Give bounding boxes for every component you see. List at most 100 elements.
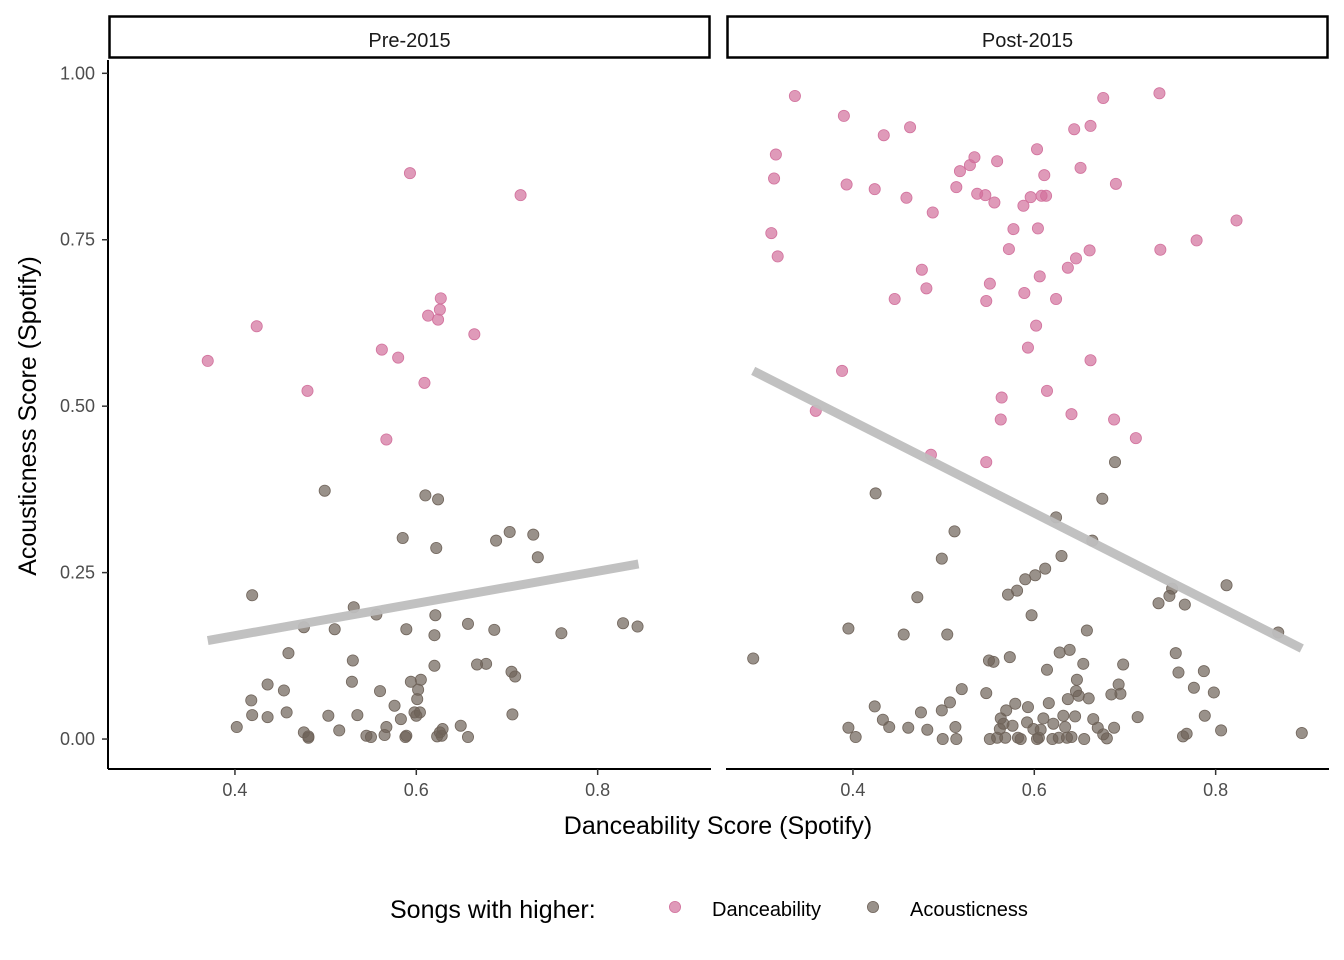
data-point-acousticness [980, 687, 993, 700]
data-point-danceability [888, 292, 901, 305]
x-tick-label: 0.8 [1203, 780, 1228, 800]
y-tick-label: 0.00 [60, 729, 95, 749]
data-point-acousticness [1172, 666, 1185, 679]
trend-line [206, 559, 640, 645]
data-point-danceability [1031, 222, 1044, 235]
data-point-acousticness [1025, 609, 1038, 622]
data-point-acousticness [346, 654, 359, 667]
data-point-acousticness [1080, 624, 1093, 637]
data-point-acousticness [1100, 732, 1113, 745]
x-tick-label: 0.6 [1022, 780, 1047, 800]
data-point-acousticness [1059, 721, 1072, 734]
data-point-acousticness [1082, 692, 1095, 705]
facet-strip [726, 15, 1329, 59]
data-point-danceability [988, 196, 1001, 209]
data-point-acousticness [1019, 573, 1032, 586]
data-point-danceability [920, 282, 933, 295]
legend-item-danceability: Danceability [669, 899, 821, 921]
data-point-acousticness [430, 541, 443, 554]
data-point-acousticness [1006, 719, 1019, 732]
data-point-acousticness [949, 721, 962, 734]
data-point-acousticness [631, 620, 644, 633]
data-point-acousticness [1053, 646, 1066, 659]
data-point-acousticness [1072, 689, 1085, 702]
data-point-acousticness [1057, 709, 1070, 722]
data-point-danceability [1109, 177, 1122, 190]
data-point-acousticness [948, 525, 961, 538]
data-point-danceability [301, 384, 314, 397]
x-tick-label: 0.4 [222, 780, 247, 800]
data-point-acousticness [351, 709, 364, 722]
data-point-acousticness [950, 733, 963, 746]
y-tick-label: 1.00 [60, 63, 95, 83]
facet-strip [108, 15, 711, 59]
data-point-acousticness [1070, 673, 1083, 686]
data-point-acousticness [935, 552, 948, 565]
data-point-acousticness [1198, 709, 1211, 722]
data-point-acousticness [1000, 704, 1013, 717]
data-point-acousticness [1009, 697, 1022, 710]
data-point-danceability [1070, 252, 1083, 265]
data-point-danceability [514, 189, 527, 202]
data-point-acousticness [531, 551, 544, 564]
data-point-acousticness [1180, 727, 1193, 740]
data-point-acousticness [941, 628, 954, 641]
data-point-acousticness [1131, 711, 1144, 724]
data-point-acousticness [1040, 663, 1053, 676]
data-point-danceability [1230, 214, 1243, 227]
legend-label: Acousticness [910, 899, 1028, 921]
data-point-acousticness [282, 647, 295, 660]
data-point-acousticness [1011, 584, 1024, 597]
data-point-acousticness [987, 655, 1000, 668]
data-point-acousticness [1047, 717, 1060, 730]
data-point-acousticness [1220, 579, 1233, 592]
data-point-acousticness [246, 589, 259, 602]
legend-entries: Danceability Acousticness [669, 899, 1028, 921]
data-point-acousticness [911, 591, 924, 604]
data-point-danceability [771, 250, 784, 263]
data-point-acousticness [1078, 733, 1091, 746]
data-point-acousticness [394, 713, 407, 726]
data-point-acousticness [246, 709, 259, 722]
data-point-danceability [788, 89, 801, 102]
data-point-acousticness [454, 719, 467, 732]
data-point-acousticness [432, 493, 445, 506]
data-point-danceability [433, 303, 446, 316]
data-point-acousticness [1037, 712, 1050, 725]
data-point-danceability [250, 320, 263, 333]
series-acousticness [747, 456, 1308, 746]
facet-strip-label: Post-2015 [982, 30, 1073, 52]
data-point-acousticness [1029, 569, 1042, 582]
y-tick-label: 0.75 [60, 230, 95, 250]
data-point-acousticness [1042, 697, 1055, 710]
data-point-danceability [1108, 413, 1121, 426]
data-point-acousticness [413, 706, 426, 719]
data-point-danceability [877, 129, 890, 142]
data-point-danceability [953, 165, 966, 178]
data-point-danceability [1031, 143, 1044, 156]
data-point-acousticness [345, 675, 358, 688]
panel-pre-2015: Pre-2015 0.00 0.25 0.50 0.75 1.00 0.4 0.6 0.8 [60, 15, 711, 800]
data-point-danceability [1074, 161, 1087, 174]
legend-label: Danceability [712, 899, 821, 921]
data-point-acousticness [1207, 686, 1220, 699]
data-point-acousticness [230, 721, 243, 734]
data-point-acousticness [1169, 647, 1182, 660]
data-point-danceability [1068, 123, 1081, 136]
data-point-acousticness [374, 685, 387, 698]
data-point-acousticness [617, 617, 630, 630]
data-point-acousticness [400, 623, 413, 636]
data-point-danceability [434, 292, 447, 305]
data-point-danceability [201, 354, 214, 367]
data-point-danceability [995, 391, 1008, 404]
data-point-acousticness [869, 487, 882, 500]
x-tick-label: 0.6 [404, 780, 429, 800]
data-point-acousticness [527, 528, 540, 541]
legend-swatch [669, 901, 682, 914]
data-point-acousticness [400, 729, 413, 742]
data-point-acousticness [506, 708, 519, 721]
data-point-danceability [1033, 270, 1046, 283]
data-point-acousticness [396, 531, 409, 544]
data-point-acousticness [747, 652, 760, 665]
